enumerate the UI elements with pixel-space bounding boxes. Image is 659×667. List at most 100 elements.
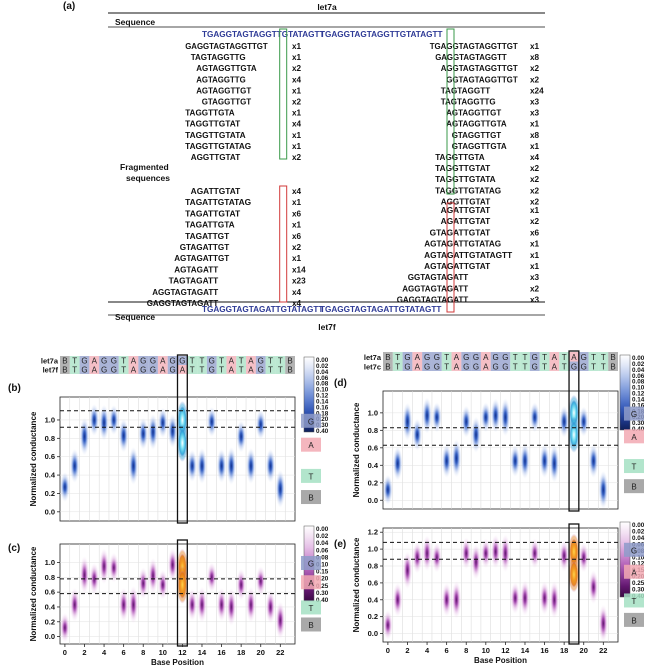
x-tick-label: 0 [63,648,67,657]
density-blob [501,539,509,568]
seq-cell [529,361,540,371]
left-bottom-seq: GAGGTAGTAGATT [147,299,219,308]
density-blob [139,422,147,445]
x-tick-label: 16 [540,646,548,655]
right-top-count: x3 [530,109,540,118]
seq-cell [510,361,521,371]
legend-swatch [301,468,321,483]
density-blob [453,585,460,614]
colorbar-label: 0.04 [632,367,645,374]
left-top-seq: TAGGTTGTATA [185,131,246,140]
seq-letter: B [610,353,615,362]
density-blob [590,575,597,600]
seq-cell [157,365,168,374]
right-top-seq: AGGTAGTAGGTTGT [441,64,518,73]
right-bottom-count: x1 [530,206,540,215]
y-tick-label: 0.8 [368,426,378,435]
y-tick-label: 0.6 [368,578,378,587]
left-bottom-seq: AGTAGATTGT [174,254,229,263]
left-bottom-count: x14 [292,265,306,274]
seq-cell [392,352,403,362]
right-top-count: x1 [530,142,540,151]
seq-letter: T [200,366,205,375]
y-tick-label: 0.2 [45,617,55,626]
colorbar-label: 0.02 [316,363,329,370]
seq-letter: G [492,363,498,372]
seq-letter: G [492,353,498,362]
density-blob [462,410,470,433]
seq-letter: A [229,357,235,366]
density-blob [384,615,392,636]
density-blob [149,562,157,589]
right-bottom-seq: AGTAGATTGTATAGTT [424,251,512,260]
seq-letter: B [385,353,390,362]
colorbar-label: 0.08 [316,554,329,561]
x-tick-label: 14 [521,646,530,655]
left-bottom-count: x1 [292,198,302,207]
density-blob [550,449,558,478]
seq-cell [108,365,119,374]
seq-cell [480,361,491,371]
seq-letter: A [415,363,421,372]
seq-cell [246,365,256,374]
seq-cell [255,365,266,374]
right-bottom-seq: GGTAGTAGATT [408,273,469,282]
legend-label: B [631,616,636,625]
x-tick-label: 4 [102,648,107,657]
seq-letter: A [180,366,186,375]
seq-letter: G [150,366,156,375]
seq-cell [383,361,393,371]
x-tick-label: 4 [425,646,430,655]
x-tick-label: 12 [178,648,186,657]
left-bottom-seq: AGTAGATT [174,265,218,274]
density-blob [492,539,500,564]
legend-swatch [301,490,321,505]
ref-seq-bottom-right: TGAGGTAGTAGATTGTATAGTT [320,305,441,314]
density-blob [511,449,519,472]
density-blob [218,592,225,617]
seq-letter: T [121,357,126,366]
right-top-count: x1 [530,42,540,51]
seq-cell [383,352,393,362]
seq-letter: A [483,353,489,362]
density-blob [90,567,98,590]
right-top-count: x2 [530,175,540,184]
seq-cell [236,365,247,374]
right-bottom-seq: GTAGATTGTAT [430,228,491,237]
left-bottom-count: x4 [292,288,302,297]
seq-letter: T [72,357,77,366]
density-blob [71,453,79,478]
y-tick-label: 0.0 [368,629,378,638]
right-bottom-seq: AGGTAGTAGATT [402,284,468,293]
x-tick-label: 18 [237,648,245,657]
ref-seq-bottom-left: TGAGGTAGTAGATTGTATAGTT [202,305,323,314]
colorbar-label: 0.06 [632,373,645,380]
legend-swatch [624,542,644,557]
density-blob [521,447,529,474]
seq-letter: T [278,366,283,375]
x-tick-label: 10 [159,648,167,657]
legend-swatch [624,564,644,579]
seq-letter: T [601,353,606,362]
colorbar-label: 0.10 [632,385,645,392]
seq-cell [148,365,158,374]
legend-label: T [632,463,637,472]
seq-cell [128,356,139,365]
density-blob [120,423,128,448]
seq-cell [148,356,158,365]
seq-letter: T [200,357,205,366]
seq-cell [588,361,599,371]
colorbar-label: 0.25 [632,580,645,587]
seq-cell [569,361,579,371]
legend-swatch [301,437,321,452]
y-tick-label: 1.0 [45,558,55,567]
density-blob [384,479,392,500]
seq-letter: A [552,363,558,372]
left-bottom-count: x4 [292,187,302,196]
density-blob [208,411,216,432]
panel-b: (b)B T G A G G T A G G A G G T T G T A T A G T T BB T G A G G T A G G A G A… [8,354,329,524]
fragmented-label: sequences [126,173,170,183]
seq-cell [422,352,432,362]
seq-cell [285,365,295,374]
density-blob [208,567,216,588]
